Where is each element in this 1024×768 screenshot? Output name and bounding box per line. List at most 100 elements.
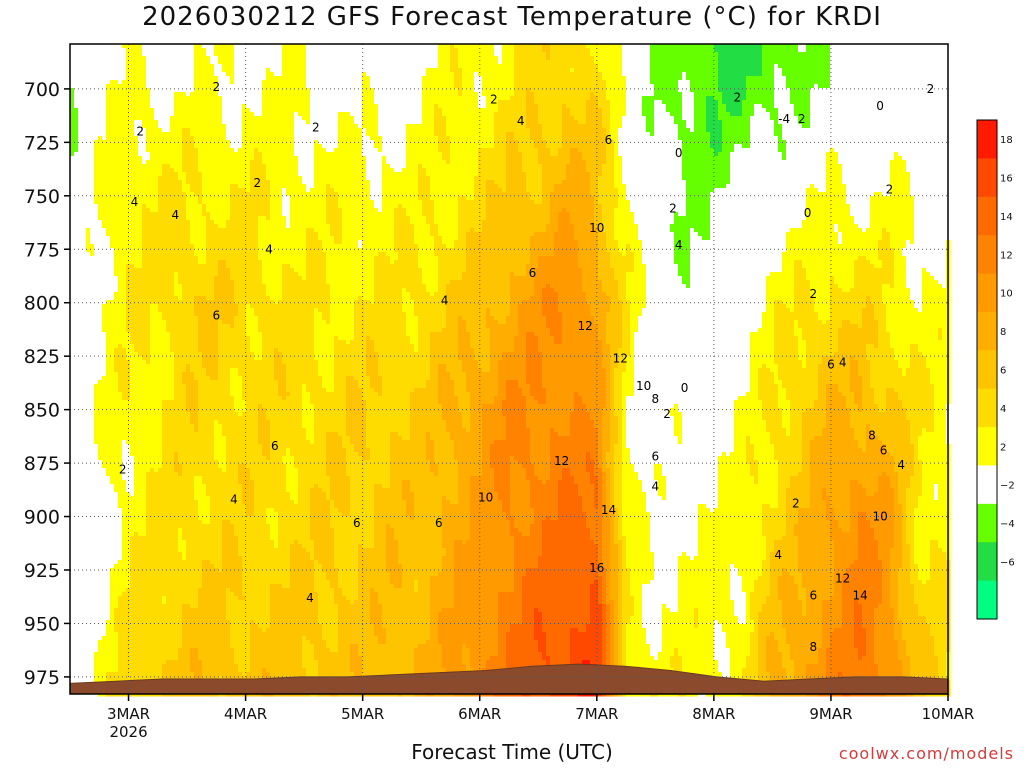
- field-cell: [86, 124, 91, 129]
- field-cell: [74, 412, 79, 417]
- field-cell: [86, 364, 91, 369]
- field-cell: [82, 420, 87, 425]
- field-cell: [82, 552, 87, 557]
- field-cell: [78, 488, 83, 493]
- field-cell: [94, 176, 99, 181]
- field-cell: [78, 596, 83, 601]
- field-cell: [86, 328, 91, 333]
- field-cell: [90, 80, 95, 85]
- field-cell: [82, 284, 87, 289]
- field-cell: [74, 68, 79, 73]
- field-cell: [94, 224, 99, 229]
- field-cell: [82, 536, 87, 541]
- field-cell: [74, 316, 79, 321]
- field-cell: [78, 252, 83, 257]
- field-cell: [94, 368, 99, 373]
- field-cell: [94, 220, 99, 225]
- field-cell: [78, 144, 83, 149]
- field-cell: [90, 476, 95, 481]
- field-cell: [90, 296, 95, 301]
- field-cell: [78, 432, 83, 437]
- field-cell: [74, 616, 79, 621]
- field-cell: [82, 112, 87, 117]
- field-cell: [94, 332, 99, 337]
- field-cell: [94, 380, 99, 385]
- field-cell: [78, 436, 83, 441]
- field-cell: [78, 364, 83, 369]
- field-cell: [82, 312, 87, 317]
- field-cell: [74, 292, 79, 297]
- field-cell: [82, 220, 87, 225]
- field-cell: [82, 612, 87, 617]
- field-cell: [82, 156, 87, 161]
- field-cell: [90, 432, 95, 437]
- field-cell: [90, 256, 95, 261]
- field-cell: [78, 212, 83, 217]
- field-cell: [94, 512, 99, 517]
- field-cell: [94, 68, 99, 73]
- field-cell: [78, 528, 83, 533]
- field-cell: [74, 672, 79, 677]
- field-cell: [82, 316, 87, 321]
- field-cell: [90, 292, 95, 297]
- field-cell: [86, 280, 91, 285]
- field-cell: [86, 348, 91, 353]
- field-cell: [78, 652, 83, 657]
- field-cell: [74, 408, 79, 413]
- field-cell: [90, 60, 95, 65]
- field-cell: [90, 576, 95, 581]
- field-cell: [90, 408, 95, 413]
- field-cell: [90, 656, 95, 661]
- field-cell: [78, 624, 83, 629]
- field-cell: [74, 544, 79, 549]
- field-cell: [78, 132, 83, 137]
- field-cell: [94, 456, 99, 461]
- field-cell: [86, 248, 91, 253]
- field-cell: [82, 632, 87, 637]
- field-cell: [90, 660, 95, 665]
- field-cell: [94, 284, 99, 289]
- field-cell: [74, 148, 79, 153]
- field-cell: [74, 264, 79, 269]
- field-cell: [90, 360, 95, 365]
- field-cell: [78, 664, 83, 669]
- field-cell: [90, 440, 95, 445]
- field-cell: [94, 240, 99, 245]
- field-cell: [90, 436, 95, 441]
- field-cell: [86, 436, 91, 441]
- field-cell: [90, 208, 95, 213]
- field-cell: [94, 520, 99, 525]
- field-cell: [90, 556, 95, 561]
- field-cell: [90, 452, 95, 457]
- field-cell: [74, 260, 79, 265]
- field-cell: [86, 664, 91, 669]
- field-cell: [90, 104, 95, 109]
- field-cell: [78, 240, 83, 245]
- field-cell: [78, 296, 83, 301]
- field-cell: [90, 324, 95, 329]
- field-cell: [86, 428, 91, 433]
- field-cell: [86, 636, 91, 641]
- field-cell: [78, 500, 83, 505]
- field-cell: [82, 588, 87, 593]
- field-cell: [94, 124, 99, 129]
- field-cell: [74, 196, 79, 201]
- field-cell: [86, 176, 91, 181]
- field-cell: [78, 548, 83, 553]
- field-cell: [78, 496, 83, 501]
- field-cell: [90, 588, 95, 593]
- field-cell: [90, 492, 95, 497]
- field-cell: [90, 468, 95, 473]
- field-cell: [78, 280, 83, 285]
- field-cell: [78, 492, 83, 497]
- field-cell: [74, 296, 79, 301]
- field-cell: [86, 432, 91, 437]
- field-cell: [74, 76, 79, 81]
- field-cell: [78, 228, 83, 233]
- field-cell: [86, 260, 91, 265]
- field-cell: [78, 120, 83, 125]
- field-cell: [90, 480, 95, 485]
- field-cell: [94, 476, 99, 481]
- field-cell: [78, 112, 83, 117]
- field-cell: [86, 288, 91, 293]
